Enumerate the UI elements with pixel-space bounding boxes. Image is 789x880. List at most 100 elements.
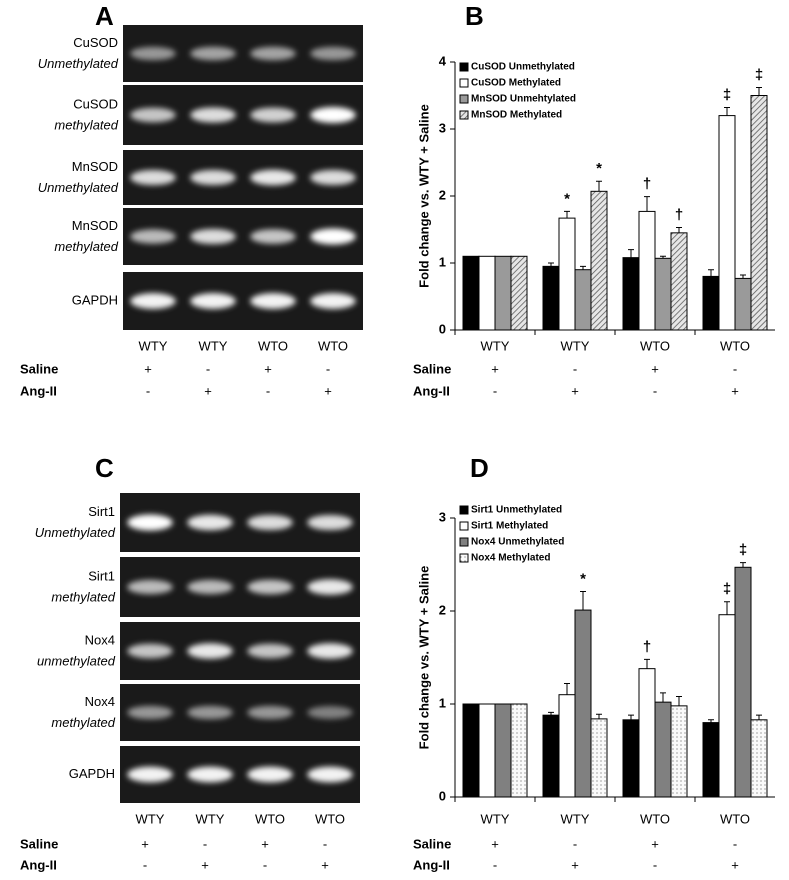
- condition-sign: -: [733, 361, 737, 376]
- lane-label: WTY: [196, 811, 225, 826]
- error-bar: [724, 601, 730, 615]
- condition-sign: +: [324, 383, 332, 398]
- gel-band: [247, 643, 293, 659]
- legend-label: Nox4 Methylated: [471, 553, 550, 564]
- band-state: Unmethylated: [38, 56, 119, 71]
- condition-sign: -: [653, 857, 657, 872]
- error-bar: [596, 713, 602, 719]
- legend-swatch: [459, 78, 469, 88]
- condition-name: Saline: [20, 361, 58, 376]
- gel-band: [130, 169, 176, 186]
- condition-sign: -: [493, 383, 497, 398]
- legend-swatch: [459, 62, 469, 72]
- y-axis-label: Fold change vs. WTY + Saline: [416, 566, 431, 750]
- gel-band: [250, 229, 296, 244]
- condition-sign: +: [491, 361, 499, 376]
- bar: [654, 701, 672, 798]
- bar: [558, 217, 576, 331]
- band-name: MnSOD: [72, 218, 118, 233]
- gel-band: [250, 293, 296, 309]
- x-tick-label: WTO: [640, 338, 670, 353]
- condition-sign: -: [206, 361, 210, 376]
- condition-name: Ang-II: [20, 857, 57, 872]
- bar: [542, 265, 560, 331]
- condition-sign: -: [653, 383, 657, 398]
- condition-sign: +: [204, 383, 212, 398]
- bar: [622, 257, 640, 331]
- condition-sign: +: [141, 836, 149, 851]
- x-tick-label: WTY: [561, 811, 590, 826]
- bar: [670, 705, 688, 798]
- bar: [670, 232, 688, 331]
- error-bar: [644, 196, 650, 212]
- gel-band: [190, 169, 236, 186]
- significance-marker: ‡: [739, 542, 747, 559]
- band-state: methylated: [54, 117, 118, 132]
- bar: [638, 210, 656, 331]
- gel-band: [127, 579, 173, 595]
- condition-name: Ang-II: [413, 857, 450, 872]
- band-name: Nox4: [85, 632, 115, 647]
- gel-band: [127, 643, 173, 659]
- error-bar: [628, 249, 634, 258]
- bar: [478, 703, 496, 798]
- y-axis-label: Fold change vs. WTY + Saline: [416, 104, 431, 288]
- condition-sign: -: [326, 361, 330, 376]
- bar: [638, 668, 656, 798]
- condition-sign: +: [201, 857, 209, 872]
- bar: [462, 255, 480, 331]
- lane-label: WTO: [318, 338, 348, 353]
- legend-label: MnSOD Methylated: [471, 110, 562, 121]
- condition-sign: -: [733, 836, 737, 851]
- bar: [622, 719, 640, 798]
- band-name: GAPDH: [69, 766, 115, 781]
- bar: [734, 277, 752, 331]
- legend-label: Sirt1 Unmethylated: [471, 505, 562, 516]
- condition-sign: -: [143, 857, 147, 872]
- y-tick-label: 3: [439, 509, 446, 524]
- condition-sign: -: [573, 361, 577, 376]
- lane-label: WTY: [136, 811, 165, 826]
- error-bar: [740, 562, 746, 568]
- band-state: methylated: [51, 589, 115, 604]
- error-bar: [724, 107, 730, 116]
- lane-label: WTO: [315, 811, 345, 826]
- band-name: Sirt1: [88, 504, 115, 519]
- panel-label: A: [95, 1, 114, 31]
- gel-band: [307, 514, 353, 531]
- bar: [542, 714, 560, 798]
- gel-band: [127, 514, 173, 531]
- band-state: methylated: [54, 239, 118, 254]
- error-bar: [580, 590, 586, 611]
- gel-band: [130, 293, 176, 309]
- condition-sign: +: [261, 836, 269, 851]
- x-tick-label: WTY: [481, 811, 510, 826]
- legend-swatch: [459, 110, 469, 120]
- y-tick-label: 2: [439, 187, 446, 202]
- significance-marker: †: [675, 206, 683, 223]
- x-tick-label: WTO: [720, 811, 750, 826]
- condition-sign: +: [651, 361, 659, 376]
- significance-marker: *: [564, 190, 570, 207]
- condition-name: Saline: [413, 836, 451, 851]
- bar: [558, 694, 576, 798]
- error-bar: [596, 180, 602, 192]
- significance-marker: †: [643, 638, 651, 655]
- gel-band: [190, 293, 236, 309]
- error-bar: [644, 658, 650, 669]
- lane-label: WTY: [199, 338, 228, 353]
- bar: [718, 115, 736, 331]
- condition-sign: +: [571, 857, 579, 872]
- condition-sign: +: [731, 857, 739, 872]
- band-state: unmethylated: [37, 653, 116, 668]
- panel-label: D: [470, 453, 489, 483]
- error-bar: [580, 265, 586, 270]
- y-tick-label: 3: [439, 120, 446, 135]
- lane-label: WTY: [139, 338, 168, 353]
- condition-name: Ang-II: [20, 383, 57, 398]
- error-bar: [660, 255, 666, 259]
- condition-name: Ang-II: [413, 383, 450, 398]
- error-bar: [676, 226, 682, 233]
- bar: [734, 566, 752, 798]
